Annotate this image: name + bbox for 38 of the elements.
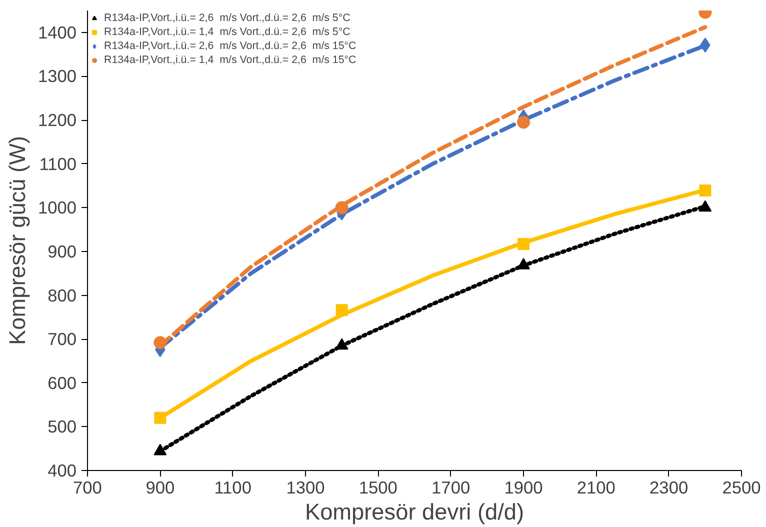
x-tick-label: 1300 [286,478,325,498]
legend-label: R134a-IP,Vort.,i.ü.= 1,4 m/s Vort.,d.ü.= 2,6 m/s 5°C [104,26,350,38]
x-tick-label: 1500 [358,478,398,498]
y-tick-label: 1200 [38,110,77,130]
point [698,200,712,212]
point [335,338,348,350]
y-tick-label: 400 [48,460,77,480]
point [699,184,712,197]
x-tick-label: 700 [73,478,102,498]
point [335,201,348,214]
x-tick-label: 900 [146,478,175,498]
x-tick-label: 2300 [650,478,688,498]
x-tick-label: 2500 [722,478,761,498]
point [518,238,530,250]
x-tick-label: 1100 [214,478,252,498]
y-tick-label: 800 [48,285,77,306]
point [517,116,530,129]
legend-label: R134a-IP,Vort.,i.ü.= 2,6 m/s Vort.,d.ü.= 2,6 m/s 15°C [104,40,356,52]
y-axis-title: Kompresör gücü (W) [4,136,30,345]
y-tick-label: 600 [48,372,77,393]
point [154,412,166,424]
x-tick-label: 1700 [432,478,470,498]
y-tick-label: 1000 [38,198,77,218]
x-axis-title: Kompresör devri (d/d) [304,498,524,524]
point [154,444,167,456]
y-tick-label: 700 [48,329,77,350]
legend-label: R134a-IP,Vort.,i.ü.= 1,4 m/s Vort.,d.ü.= 2,6 m/s 15°C [104,54,356,66]
y-tick-label: 1100 [39,154,77,174]
point [517,258,530,270]
legend-label: R134a-IP,Vort.,i.ü.= 2,6 m/s Vort.,d.ü.= 2,6 m/s 5°C [104,12,350,24]
x-tick-label: 1900 [504,478,543,498]
point [154,336,167,350]
y-tick-label: 1300 [38,66,77,86]
point [336,304,348,316]
y-tick-label: 500 [48,416,77,437]
y-tick-label: 900 [48,241,77,262]
y-tick-label: 1400 [38,22,77,42]
x-tick-label: 2100 [576,478,616,498]
